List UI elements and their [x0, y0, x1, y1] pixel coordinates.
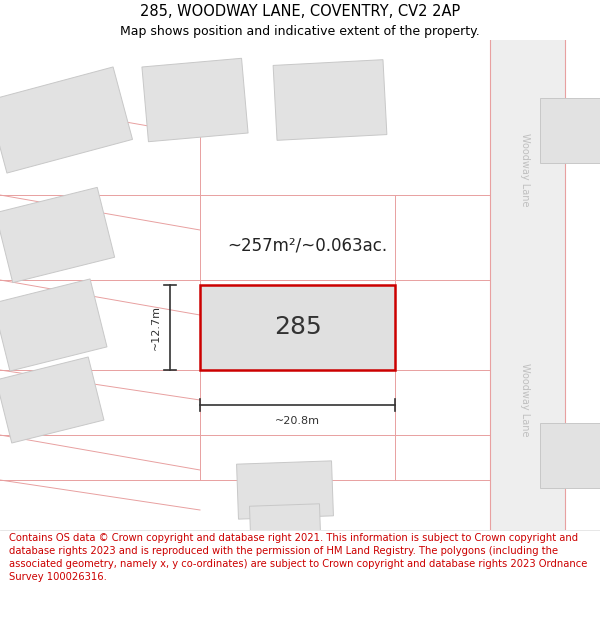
Text: Woodway Lane: Woodway Lane	[520, 363, 530, 437]
Text: ~257m²/~0.063ac.: ~257m²/~0.063ac.	[227, 236, 388, 254]
Text: Map shows position and indicative extent of the property.: Map shows position and indicative extent…	[120, 25, 480, 38]
Bar	[540, 98, 600, 162]
Bar	[200, 285, 395, 370]
Bar	[0, 67, 133, 173]
Bar	[490, 40, 565, 530]
Bar	[250, 504, 320, 536]
Bar	[540, 422, 600, 488]
Text: ~20.8m: ~20.8m	[275, 416, 320, 426]
Bar	[0, 188, 115, 282]
Text: 285: 285	[274, 316, 322, 339]
Bar	[0, 279, 107, 371]
Bar	[0, 357, 104, 443]
Text: 285, WOODWAY LANE, COVENTRY, CV2 2AP: 285, WOODWAY LANE, COVENTRY, CV2 2AP	[140, 4, 460, 19]
Text: Woodway Lane: Woodway Lane	[520, 133, 530, 207]
Bar	[142, 58, 248, 142]
Bar	[273, 59, 387, 141]
Bar	[236, 461, 334, 519]
Text: Contains OS data © Crown copyright and database right 2021. This information is : Contains OS data © Crown copyright and d…	[9, 533, 587, 582]
Text: ~12.7m: ~12.7m	[151, 305, 161, 350]
